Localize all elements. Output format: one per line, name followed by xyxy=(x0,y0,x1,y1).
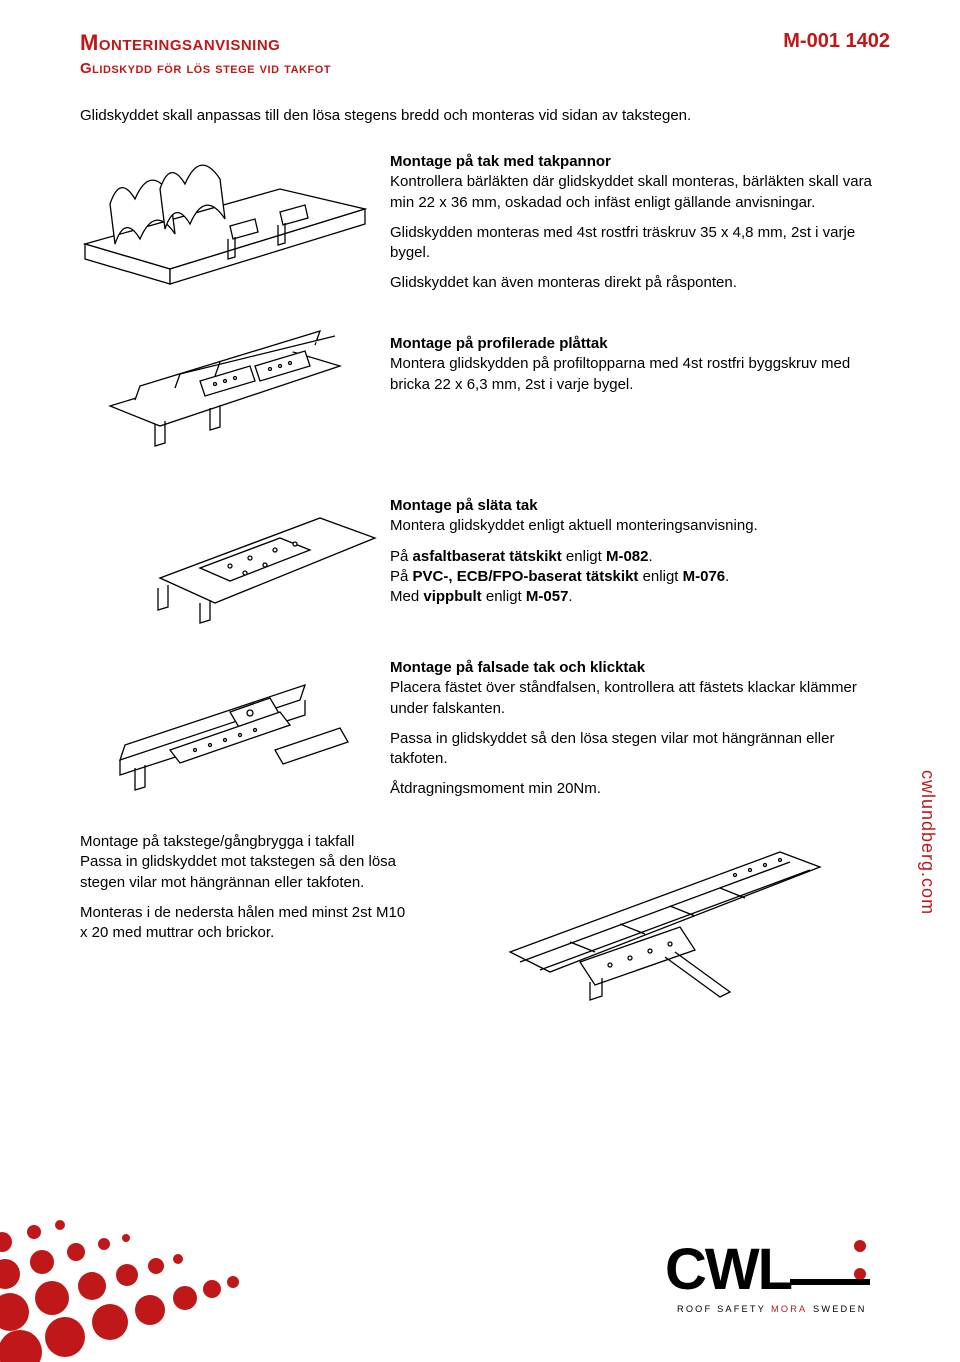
p-takpannor-1: Kontrollera bärläkten där glidskyddet sk… xyxy=(390,173,872,210)
section-takpannor: Montage på tak med takpannor Kontrollera… xyxy=(80,144,890,304)
page-content: Monteringsanvisning Glidskydd för lös st… xyxy=(0,0,960,1362)
cwl-logo: CWL ROOF SAFETY MORA SWEDEN xyxy=(665,1234,885,1324)
intro-text: Glidskyddet skall anpassas till den lösa… xyxy=(80,107,890,124)
illustration-plattak xyxy=(80,326,390,466)
p-takstege-1: Passa in glidskyddet mot takstegen så de… xyxy=(80,853,396,890)
side-url: cwlundberg.com xyxy=(917,770,938,915)
header-left: Monteringsanvisning Glidskydd för lös st… xyxy=(80,30,331,77)
heading-falsade: Montage på falsade tak och klicktak xyxy=(390,659,645,676)
section-slata: Montage på släta tak Montera glidskyddet… xyxy=(80,488,890,628)
doc-subtitle: Glidskydd för lös stege vid takfot xyxy=(80,60,331,77)
section-falsade: Montage på falsade tak och klicktak Plac… xyxy=(80,650,890,810)
illustration-slata xyxy=(80,488,390,628)
p-takstege-2: Monteras i de nedersta hålen med minst 2… xyxy=(80,903,410,944)
text-plattak: Montage på profilerade plåttak Montera g… xyxy=(390,326,890,405)
p-falsade-3: Åtdragningsmoment min 20Nm. xyxy=(390,779,890,799)
heading-slata: Montage på släta tak xyxy=(390,497,538,514)
p-falsade-1: Placera fästet över ståndfalsen, kontrol… xyxy=(390,679,857,716)
p-falsade-2: Passa in glidskyddet så den lösa stegen … xyxy=(390,729,890,770)
text-takstege: Montage på takstege/gångbrygga i takfall… xyxy=(80,832,410,953)
heading-takpannor: Montage på tak med takpannor xyxy=(390,153,611,170)
svg-text:SWEDEN: SWEDEN xyxy=(813,1304,867,1314)
doc-number: M-001 1402 xyxy=(783,30,890,53)
section-takstege: Montage på takstege/gångbrygga i takfall… xyxy=(80,832,890,1012)
p-slata-2: På asfaltbaserat tätskikt enligt M-082. … xyxy=(390,547,890,608)
text-slata: Montage på släta tak Montera glidskyddet… xyxy=(390,488,890,617)
section-plattak: Montage på profilerade plåttak Montera g… xyxy=(80,326,890,466)
illustration-takstege xyxy=(410,832,890,1012)
text-falsade: Montage på falsade tak och klicktak Plac… xyxy=(390,650,890,810)
p-takpannor-3: Glidskyddet kan även monteras direkt på … xyxy=(390,273,890,293)
p-slata-1: Montera glidskyddet enligt aktuell monte… xyxy=(390,517,758,534)
svg-text:MORA: MORA xyxy=(771,1304,807,1314)
heading-takstege: Montage på takstege/gångbrygga i takfall xyxy=(80,833,354,850)
p-plattak-1: Montera glidskydden på profiltopparna me… xyxy=(390,355,850,392)
svg-text:CWL: CWL xyxy=(665,1237,792,1302)
corner-dots-graphic xyxy=(0,1162,260,1362)
illustration-takpannor xyxy=(80,144,390,304)
illustration-falsade xyxy=(80,650,390,810)
p-takpannor-2: Glidskydden monteras med 4st rostfri trä… xyxy=(390,223,890,264)
header: Monteringsanvisning Glidskydd för lös st… xyxy=(80,30,890,77)
text-takpannor: Montage på tak med takpannor Kontrollera… xyxy=(390,144,890,304)
heading-plattak: Montage på profilerade plåttak xyxy=(390,335,608,352)
doc-title: Monteringsanvisning xyxy=(80,30,331,56)
svg-text:ROOF SAFETY: ROOF SAFETY xyxy=(677,1304,766,1314)
